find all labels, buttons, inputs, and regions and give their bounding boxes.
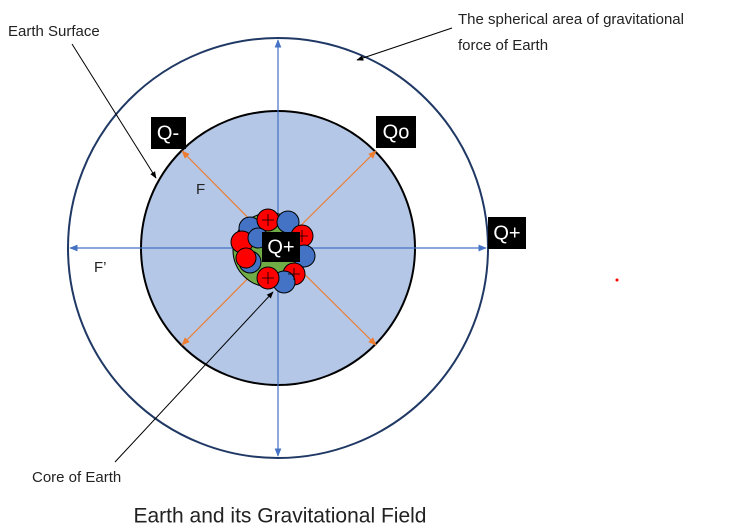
charge-box xyxy=(376,116,416,148)
charge-label: Q- xyxy=(157,122,179,144)
title: Earth and its Gravitational Field xyxy=(134,505,427,528)
annotation: force of Earth xyxy=(458,37,548,54)
charge-box xyxy=(262,232,300,262)
charge-label: Q+ xyxy=(267,236,294,258)
charge-label: Qo xyxy=(383,121,410,143)
field-arrows xyxy=(69,39,487,457)
annotation: Earth Surface xyxy=(8,23,100,40)
core xyxy=(230,208,316,294)
charge-box xyxy=(488,217,526,249)
force-label: F’ xyxy=(94,259,107,276)
charge-box xyxy=(151,117,186,149)
annotation: Core of Earth xyxy=(32,469,121,486)
charge-label: Q+ xyxy=(493,222,520,244)
annotation: The spherical area of gravitational xyxy=(458,11,684,28)
pointer-arrows xyxy=(71,27,453,463)
force-label: F xyxy=(196,181,205,198)
dot xyxy=(615,278,619,282)
